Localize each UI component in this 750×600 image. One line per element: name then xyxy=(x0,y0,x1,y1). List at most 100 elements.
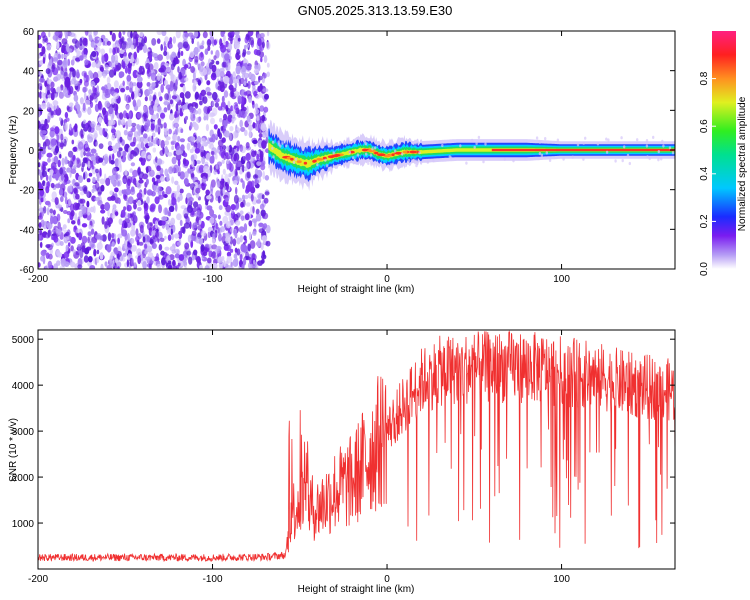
noise-speckle xyxy=(226,255,233,264)
signal-peak-blob xyxy=(331,154,339,158)
noise-speckle xyxy=(215,222,219,230)
noise-speckle xyxy=(112,167,117,176)
noise-speckle xyxy=(147,142,154,147)
signal-speck xyxy=(367,161,370,165)
noise-speckle xyxy=(46,181,50,189)
noise-speckle xyxy=(83,150,86,157)
noise-speckle xyxy=(265,240,271,247)
noise-speckle xyxy=(214,102,219,108)
noise-speckle xyxy=(84,59,89,66)
noise-speckle xyxy=(118,156,122,164)
noise-speckle xyxy=(193,249,198,256)
noise-speckle xyxy=(212,91,218,101)
spectrogram-ytick-label: -40 xyxy=(20,225,35,236)
noise-speckle xyxy=(92,71,99,81)
noise-speckle xyxy=(224,53,230,61)
noise-speckle xyxy=(83,172,86,180)
noise-speckle xyxy=(39,77,45,83)
noise-speckle xyxy=(46,84,51,92)
snr-xtick-label: 0 xyxy=(384,574,390,585)
noise-speckle xyxy=(221,51,225,58)
noise-speckle xyxy=(75,101,79,109)
noise-speckle xyxy=(172,224,176,233)
noise-speckle xyxy=(213,55,217,61)
noise-speckle xyxy=(89,240,95,248)
signal-speck xyxy=(605,150,609,154)
noise-speckle xyxy=(241,164,245,173)
noise-speckle xyxy=(82,37,88,46)
noise-speckle xyxy=(146,82,151,87)
noise-speckle xyxy=(218,132,223,140)
noise-speckle xyxy=(141,150,147,159)
noise-speckle xyxy=(208,143,211,149)
noise-speckle xyxy=(86,190,90,198)
noise-speckle xyxy=(106,40,112,46)
spectrogram-ytick-label: 40 xyxy=(23,67,35,78)
signal-speck xyxy=(354,160,357,164)
noise-speckle xyxy=(254,103,259,111)
noise-speckle xyxy=(47,90,50,95)
noise-speckle xyxy=(72,146,78,152)
noise-speckle xyxy=(253,49,259,56)
noise-speckle xyxy=(103,84,108,93)
noise-speckle xyxy=(179,171,186,180)
noise-speckle xyxy=(266,31,270,37)
noise-speckle xyxy=(72,68,76,78)
noise-speckle xyxy=(146,189,153,196)
noise-speckle xyxy=(49,208,54,214)
colorbar-tick-label: 0.8 xyxy=(699,71,710,85)
noise-speckle xyxy=(251,253,257,261)
noise-speckle xyxy=(243,223,248,232)
noise-speckle xyxy=(258,133,263,138)
noise-speckle xyxy=(260,242,264,251)
noise-speckle xyxy=(38,53,41,59)
noise-speckle xyxy=(102,107,107,116)
noise-speckle xyxy=(77,244,82,250)
signal-speck xyxy=(324,158,327,162)
noise-speckle xyxy=(127,130,133,138)
noise-speckle xyxy=(211,251,217,259)
noise-speckle xyxy=(56,73,61,81)
noise-speckle xyxy=(70,59,75,66)
noise-speckle xyxy=(182,158,187,165)
noise-speckle xyxy=(88,34,93,42)
noise-speckle xyxy=(84,247,90,255)
spectrogram-ytick-label: -20 xyxy=(20,186,35,197)
noise-speckle xyxy=(131,238,135,244)
signal-peak-blob xyxy=(374,151,379,155)
signal-speck xyxy=(512,159,515,163)
noise-speckle xyxy=(51,62,56,70)
noise-speckle xyxy=(43,206,47,214)
noise-speckle xyxy=(171,156,177,165)
noise-speckle xyxy=(187,198,192,208)
noise-speckle xyxy=(96,242,103,251)
noise-speckle xyxy=(156,263,162,269)
signal-speck xyxy=(292,160,296,164)
noise-speckle xyxy=(48,53,51,60)
noise-speckle xyxy=(203,165,209,173)
noise-speckle xyxy=(101,216,105,225)
noise-speckle xyxy=(194,55,199,63)
noise-speckle xyxy=(83,91,87,101)
noise-speckle xyxy=(87,231,92,237)
noise-speckle xyxy=(188,256,193,265)
noise-speckle xyxy=(50,182,55,189)
noise-speckle xyxy=(145,62,151,70)
noise-speckle xyxy=(96,85,99,93)
noise-speckle xyxy=(195,160,201,165)
noise-speckle xyxy=(198,219,202,225)
noise-speckle xyxy=(50,215,54,225)
noise-speckle xyxy=(261,41,265,49)
noise-speckle xyxy=(136,80,143,89)
noise-speckle xyxy=(118,147,123,152)
noise-speckle xyxy=(66,167,71,173)
signal-speck xyxy=(277,140,280,144)
noise-speckle xyxy=(143,187,147,195)
signal-speck xyxy=(285,144,288,148)
noise-speckle xyxy=(177,66,180,73)
noise-speckle xyxy=(186,250,192,256)
noise-speckle xyxy=(246,162,250,169)
noise-speckle xyxy=(144,243,148,249)
noise-speckle xyxy=(261,235,268,242)
signal-speck xyxy=(645,139,649,143)
